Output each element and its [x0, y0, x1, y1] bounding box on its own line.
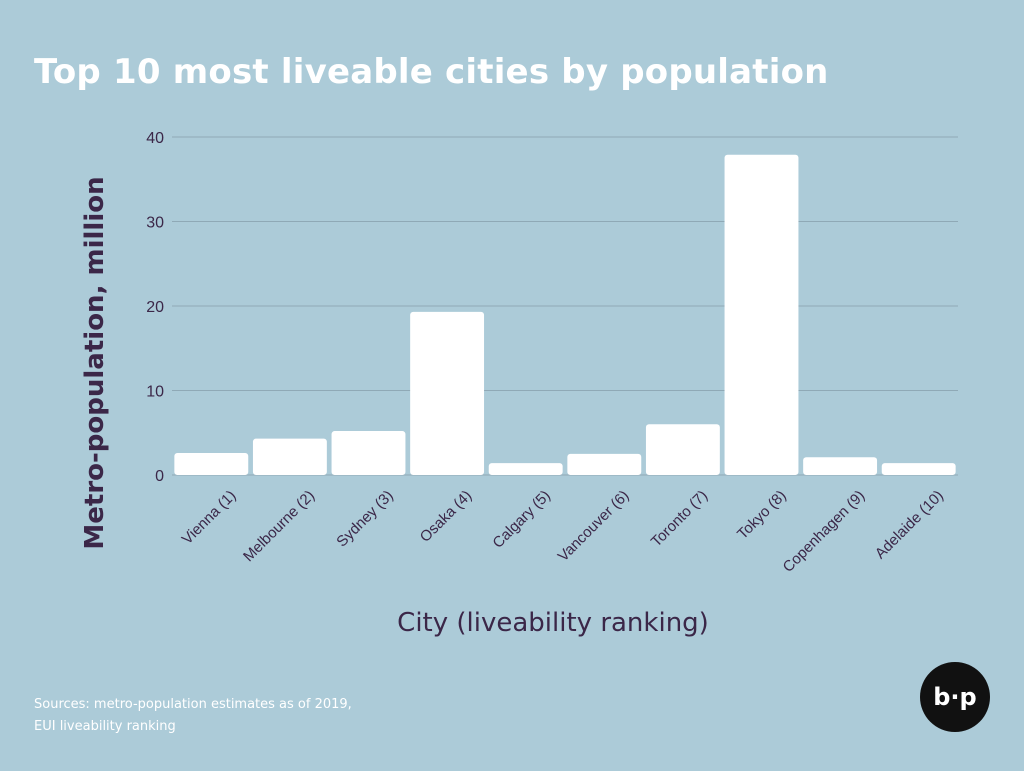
- x-axis-label: City (liveability ranking): [397, 608, 709, 638]
- x-tick-label: Osaka (4): [417, 487, 476, 546]
- sources-line-2: EUI liveability ranking: [34, 719, 176, 734]
- bar: [803, 457, 878, 475]
- y-tick-label: 10: [146, 384, 164, 401]
- gridlines: [172, 136, 958, 476]
- y-tick-label: 30: [146, 215, 164, 232]
- x-tick-label: Toronto (7): [648, 487, 711, 550]
- x-axis-ticks: Vienna (1) Melbourne (2) Sydney (3) Osaka (…: [179, 487, 947, 576]
- y-axis-ticks: 0 10 20 30 40: [146, 130, 164, 485]
- x-tick-label: Sydney (3): [333, 487, 396, 550]
- bar: [488, 463, 563, 475]
- x-tick-label: Vienna (1): [179, 487, 240, 548]
- x-tick-label: Melbourne (2): [240, 487, 318, 565]
- bars: [174, 154, 956, 475]
- bar: [567, 453, 642, 475]
- bar: [410, 311, 485, 475]
- sources-note: Sources: metro-population estimates as o…: [34, 694, 352, 738]
- bar: [252, 438, 327, 475]
- chart-title: Top 10 most liveable cities by populatio…: [34, 52, 829, 92]
- y-axis-label: Metro-population, million: [80, 176, 110, 550]
- x-tick-label: Calgary (5): [489, 487, 553, 551]
- sources-line-1: Sources: metro-population estimates as o…: [34, 697, 352, 712]
- x-tick-label: Copenhagen (9): [780, 487, 869, 576]
- x-tick-label: Vancouver (6): [555, 487, 633, 565]
- bar: [881, 463, 956, 475]
- bar: [724, 154, 799, 475]
- bar: [645, 424, 720, 475]
- bar-chart: 0 10 20 30 40 Vienna (1) Melbourne (2) Sydney …: [146, 130, 958, 576]
- y-tick-label: 40: [146, 130, 164, 147]
- x-tick-label: Tokyo (8): [734, 487, 790, 543]
- x-tick-label: Adelaide (10): [872, 487, 947, 562]
- y-tick-label: 0: [155, 468, 164, 485]
- y-tick-label: 20: [146, 299, 164, 316]
- bar: [331, 431, 406, 475]
- bar: [174, 453, 249, 475]
- brand-logo: b·p: [920, 662, 990, 732]
